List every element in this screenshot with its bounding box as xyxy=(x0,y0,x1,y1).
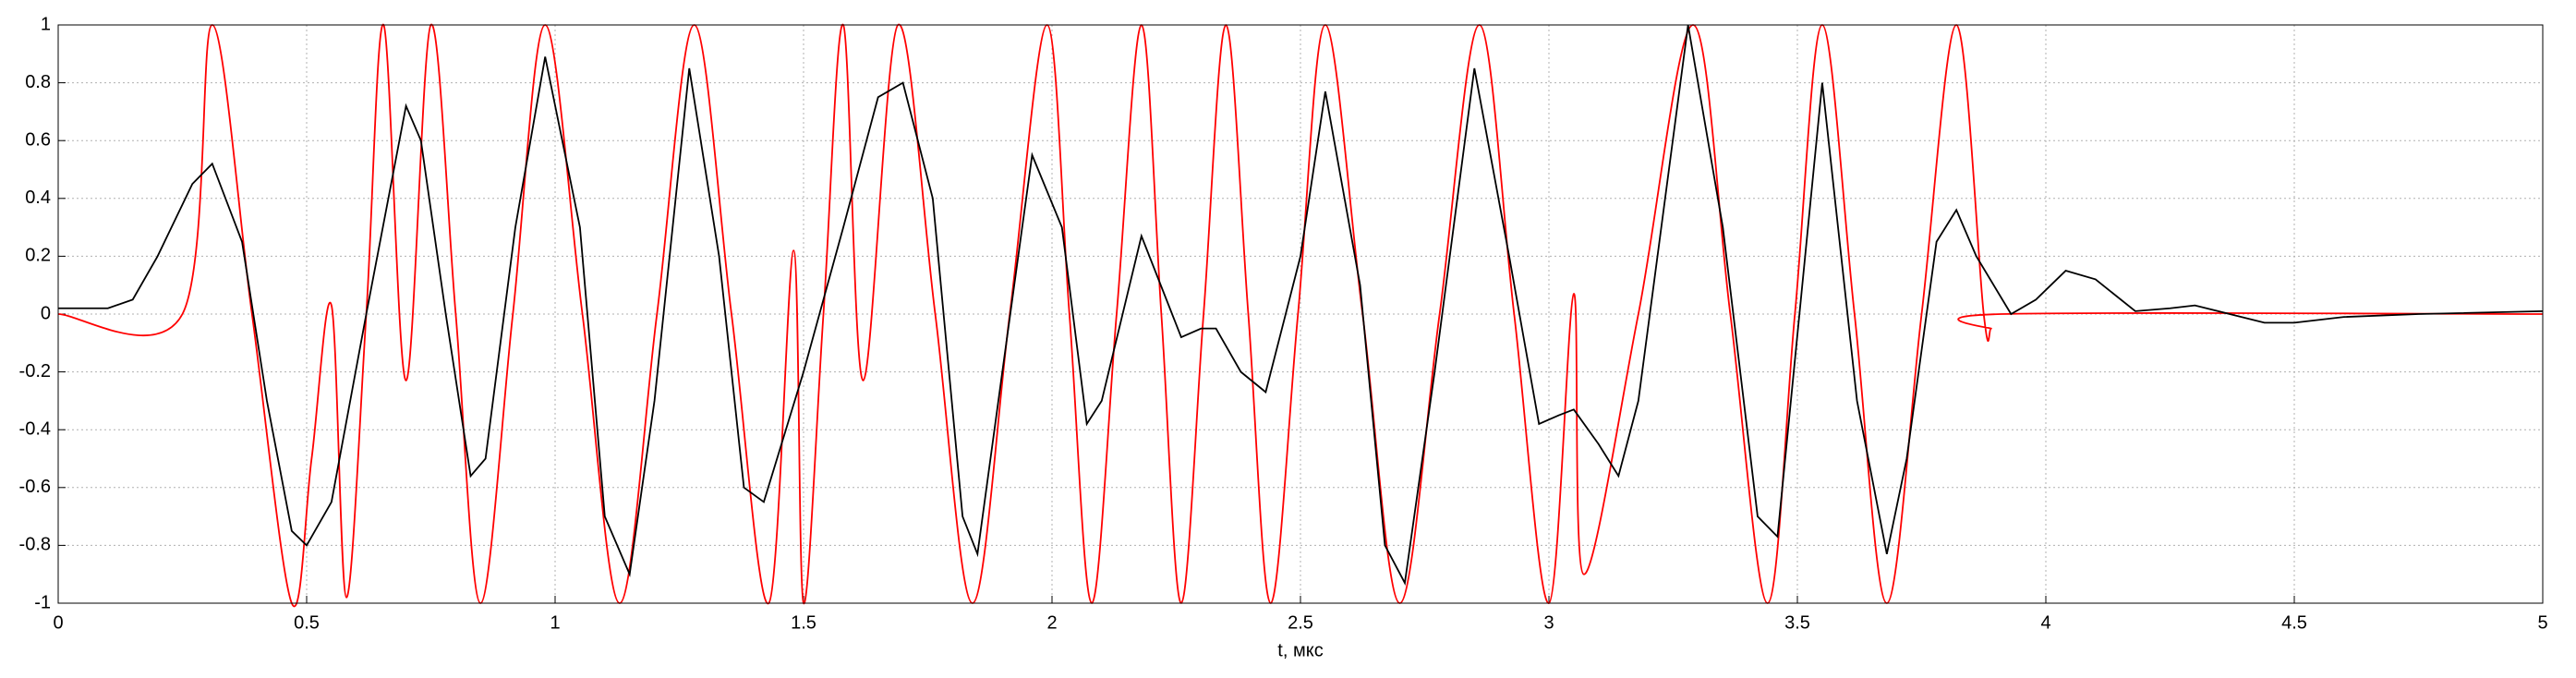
series-line xyxy=(58,24,2544,586)
y-tick-label: 0.2 xyxy=(25,246,51,266)
y-tick-label: 0 xyxy=(41,303,51,323)
x-tick-label: 1.5 xyxy=(791,612,816,633)
x-tick-label: 3 xyxy=(1543,612,1554,633)
y-tick-label: 1 xyxy=(41,14,51,34)
plot-frame xyxy=(57,24,2544,604)
x-tick-label: 3.5 xyxy=(1784,612,1810,633)
x-tick-label: 4 xyxy=(2040,612,2050,633)
y-tick-label: 0.6 xyxy=(25,129,51,150)
y-tick-label: -0.6 xyxy=(19,477,51,497)
x-tick-label: 4.5 xyxy=(2281,612,2307,633)
x-axis-label: t, мкс xyxy=(1277,640,1323,660)
x-tick-label: 2 xyxy=(1046,612,1057,633)
series-line xyxy=(57,24,2544,608)
y-tick-label: 0.4 xyxy=(25,188,51,208)
x-tick-label: 2.5 xyxy=(1288,612,1313,633)
y-tick-label: -1 xyxy=(34,592,51,612)
x-tick-label: 0.5 xyxy=(294,612,320,633)
y-tick-label: -0.4 xyxy=(19,418,51,439)
x-tick-label: 1 xyxy=(550,612,560,633)
y-tick-label: -0.8 xyxy=(19,535,51,555)
y-tick-label: 0.8 xyxy=(25,72,51,92)
y-tick-label: -0.2 xyxy=(19,361,51,381)
x-tick-label: 5 xyxy=(2537,612,2547,633)
x-tick-label: 0 xyxy=(53,612,63,633)
